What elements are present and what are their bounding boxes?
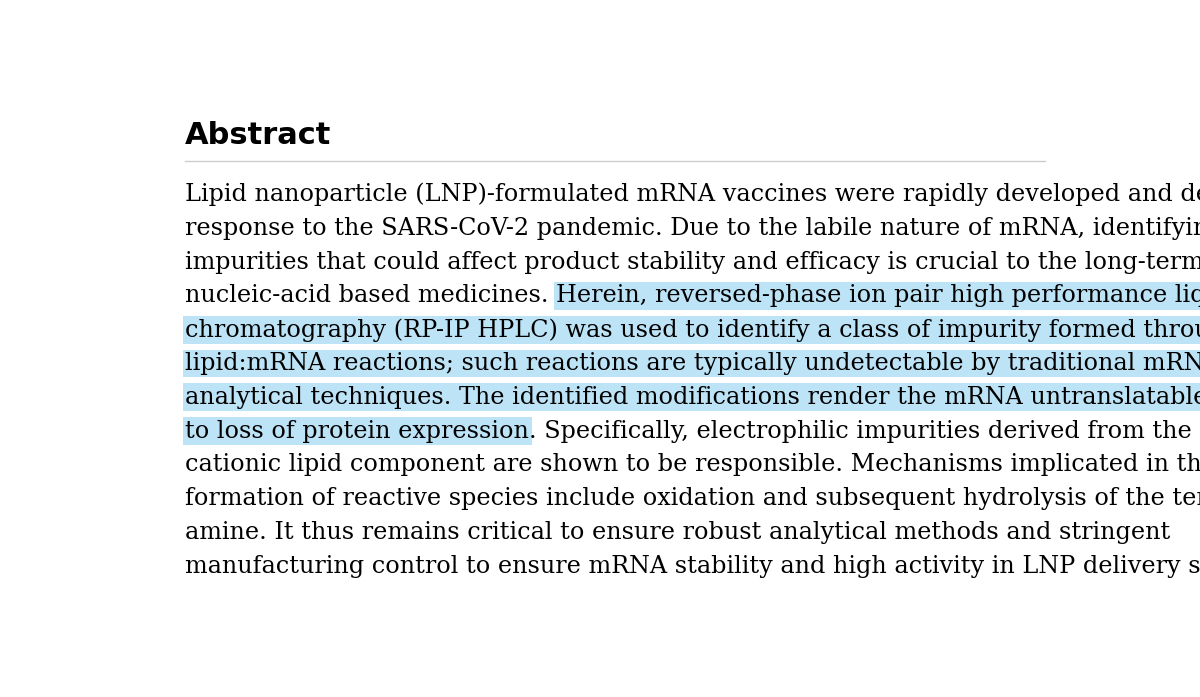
Text: impurities that could affect product stability and efficacy is crucial to the lo: impurities that could affect product sta… <box>185 250 1200 273</box>
Text: response to the SARS-CoV-2 pandemic. Due to the labile nature of mRNA, identifyi: response to the SARS-CoV-2 pandemic. Due… <box>185 217 1200 240</box>
Text: amine. It thus remains critical to ensure robust analytical methods and stringen: amine. It thus remains critical to ensur… <box>185 521 1170 544</box>
Text: Abstract: Abstract <box>185 121 331 151</box>
Text: . Specifically, electrophilic impurities derived from the ionizable: . Specifically, electrophilic impurities… <box>529 420 1200 443</box>
Text: to loss of protein expression: to loss of protein expression <box>185 420 529 443</box>
Text: cationic lipid component are shown to be responsible. Mechanisms implicated in t: cationic lipid component are shown to be… <box>185 454 1200 477</box>
Text: Herein, reversed-phase ion pair high performance liquid: Herein, reversed-phase ion pair high per… <box>557 284 1200 307</box>
Text: nucleic-acid based medicines.: nucleic-acid based medicines. <box>185 284 557 307</box>
Text: lipid:mRNA reactions; such reactions are typically undetectable by traditional m: lipid:mRNA reactions; such reactions are… <box>185 352 1200 375</box>
Text: chromatography (RP-IP HPLC) was used to identify a class of impurity formed thro: chromatography (RP-IP HPLC) was used to … <box>185 318 1200 342</box>
Text: analytical techniques. The identified modifications render the mRNA untranslatab: analytical techniques. The identified mo… <box>185 386 1200 409</box>
Text: manufacturing control to ensure mRNA stability and high activity in LNP delivery: manufacturing control to ensure mRNA sta… <box>185 555 1200 578</box>
Text: Lipid nanoparticle (LNP)-formulated mRNA vaccines were rapidly developed and dep: Lipid nanoparticle (LNP)-formulated mRNA… <box>185 183 1200 206</box>
Text: formation of reactive species include oxidation and subsequent hydrolysis of the: formation of reactive species include ox… <box>185 487 1200 510</box>
